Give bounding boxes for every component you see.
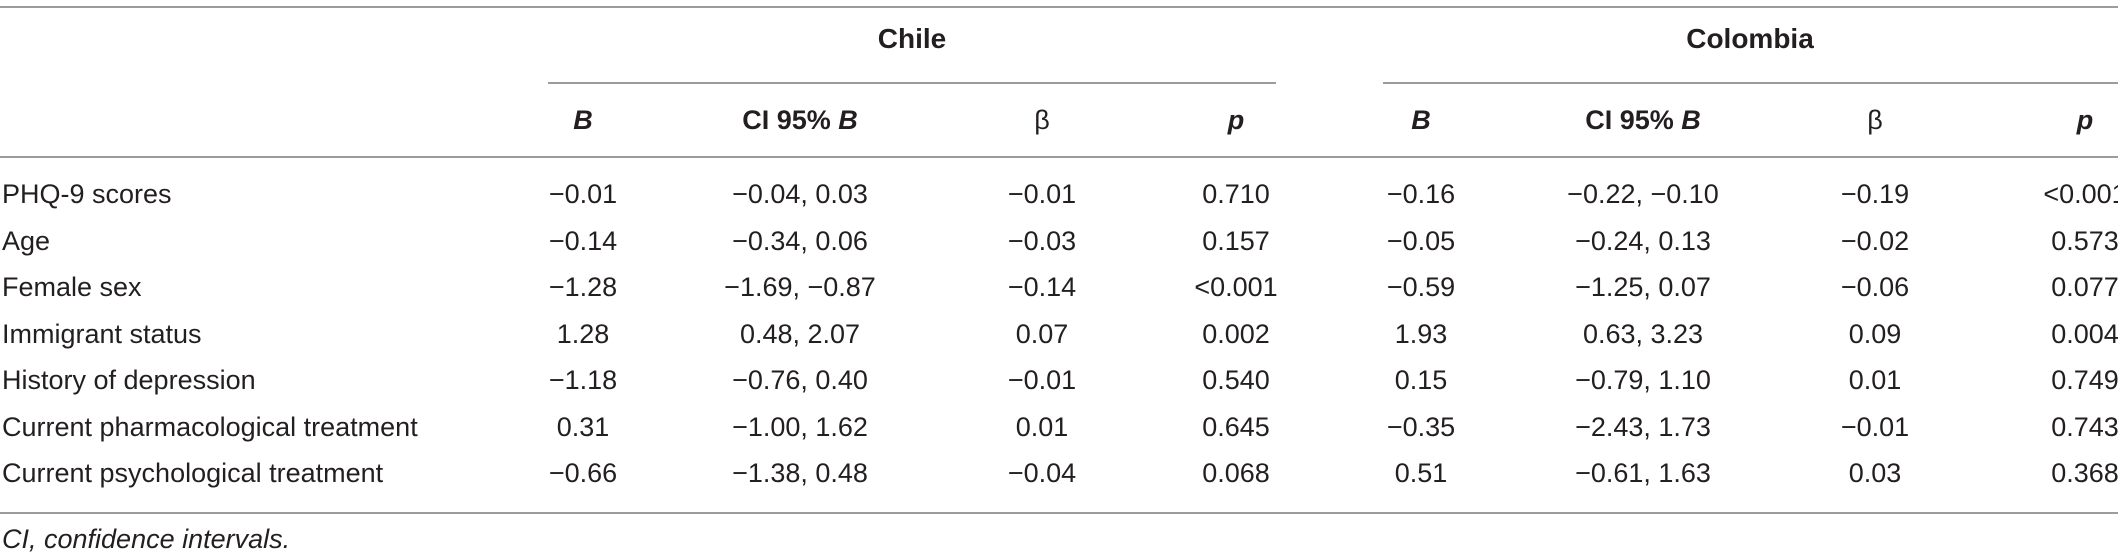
table-cell: 0.15 — [1394, 365, 1448, 395]
table-cell: 0.004 — [2051, 318, 2118, 349]
table-cell: −0.59 — [1386, 272, 1456, 302]
table-cell: 0.157 — [1202, 225, 1270, 256]
table-cell: −0.14 — [1007, 272, 1077, 302]
table-cell: 0.09 — [1848, 318, 1902, 349]
group-header-colombia: Colombia — [1686, 23, 1814, 54]
row-label: PHQ-9 scores — [2, 179, 172, 209]
table-cell: −0.66 — [548, 458, 618, 488]
column-header-colombia-beta: β — [1867, 105, 1883, 135]
row-label: Immigrant status — [2, 318, 202, 349]
table-cell: 0.31 — [556, 411, 610, 442]
table-cell: 1.28 — [556, 318, 610, 349]
table-cell: 0.368 — [2051, 458, 2118, 488]
table-cell: 0.077 — [2051, 272, 2118, 302]
table-cell: −1.25, 0.07 — [1575, 272, 1711, 302]
table-cell: −0.24, 0.13 — [1575, 225, 1711, 256]
table-cell: −2.43, 1.73 — [1575, 411, 1711, 442]
table-cell: −1.00, 1.62 — [732, 411, 868, 442]
table-cell: −1.38, 0.48 — [732, 458, 868, 488]
table-cell: 0.48, 2.07 — [739, 318, 861, 349]
table-cell: −0.35 — [1386, 411, 1456, 442]
table-cell: 0.51 — [1394, 458, 1448, 488]
column-header-chile-b: B — [573, 105, 593, 135]
table-cell: 0.573 — [2051, 225, 2118, 256]
column-header-colombia-ci: CI 95% B — [1585, 105, 1701, 135]
table-cell: 0.749 — [2051, 365, 2118, 395]
table-cell: −1.18 — [548, 365, 618, 395]
column-header-colombia-p: p — [2076, 105, 2094, 135]
table-cell: 0.002 — [1202, 318, 1270, 349]
row-label: Female sex — [2, 272, 142, 302]
table-cell: 0.540 — [1202, 365, 1270, 395]
table-cell: −0.34, 0.06 — [732, 225, 868, 256]
column-header-colombia-b: B — [1411, 105, 1431, 135]
table-cell: <0.001 — [1194, 272, 1278, 302]
table-cell: 0.01 — [1848, 365, 1902, 395]
table-cell: 0.710 — [1202, 179, 1270, 209]
table-cell: −0.19 — [1840, 179, 1910, 209]
table-cell: −0.01 — [1007, 365, 1077, 395]
table-cell: 0.01 — [1015, 411, 1069, 442]
table-cell: −0.01 — [548, 179, 618, 209]
chile-group-rule — [548, 82, 1276, 84]
row-label: History of depression — [2, 365, 256, 395]
table-cell: <0.001 — [2043, 179, 2118, 209]
table-top-rule — [0, 6, 2118, 8]
table-cell: −0.02 — [1840, 225, 1910, 256]
table-cell: −0.61, 1.63 — [1575, 458, 1711, 488]
row-label: Age — [2, 225, 51, 256]
table-cell: 0.63, 3.23 — [1582, 318, 1704, 349]
table-cell: −0.76, 0.40 — [732, 365, 868, 395]
table-cell: −0.04 — [1007, 458, 1077, 488]
table-cell: −0.22, −0.10 — [1567, 179, 1719, 209]
table-cell: −0.03 — [1007, 225, 1077, 256]
header-bottom-rule — [0, 156, 2118, 158]
table-cell: 1.93 — [1394, 318, 1448, 349]
column-header-chile-beta: β — [1034, 105, 1050, 135]
table-cell: −0.14 — [548, 225, 618, 256]
table-cell: −0.16 — [1386, 179, 1456, 209]
table-cell: −0.04, 0.03 — [732, 179, 868, 209]
table-cell: −0.01 — [1840, 411, 1910, 442]
table-cell: 0.645 — [1202, 411, 1270, 442]
colombia-group-rule — [1383, 82, 2118, 84]
table-cell: −0.79, 1.10 — [1575, 365, 1711, 395]
column-header-chile-p: p — [1227, 105, 1245, 135]
table-cell: 0.07 — [1015, 318, 1069, 349]
table-cell: −0.01 — [1007, 179, 1077, 209]
table-cell: 0.068 — [1202, 458, 1270, 488]
column-header-chile-ci: CI 95% B — [742, 105, 858, 135]
table-cell: −0.05 — [1386, 225, 1456, 256]
row-label: Current psychological treatment — [2, 458, 384, 488]
table-cell: −1.28 — [548, 272, 618, 302]
table-footnote: CI, confidence intervals. — [2, 524, 291, 554]
row-label: Current pharmacological treatment — [2, 411, 418, 442]
group-header-chile: Chile — [877, 23, 947, 54]
table-cell: −1.69, −0.87 — [724, 272, 876, 302]
table-cell: 0.743 — [2051, 411, 2118, 442]
table-cell: −0.06 — [1840, 272, 1910, 302]
table-bottom-rule — [0, 512, 2118, 514]
table-cell: 0.03 — [1848, 458, 1902, 488]
